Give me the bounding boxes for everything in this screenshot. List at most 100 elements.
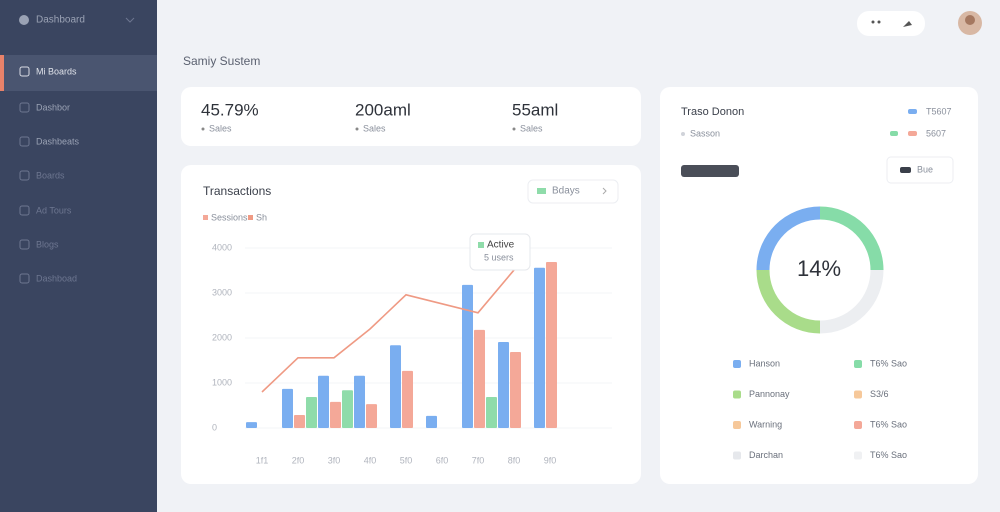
y-tick-label: 1000 [212, 377, 232, 387]
nav-item[interactable]: Ad Tours [36, 205, 72, 215]
filter-swatch [537, 188, 546, 194]
legend-label: Sh [256, 212, 267, 222]
legend-swatch [908, 109, 917, 114]
legend-label: Sessions [211, 212, 248, 222]
x-tick-label: 5f0 [400, 455, 413, 465]
stat-value: 45.79% [201, 100, 259, 119]
x-tick-label: 3f0 [328, 455, 341, 465]
dot [681, 132, 685, 136]
bar [306, 396, 317, 428]
nav-icon [19, 102, 30, 113]
nav-item[interactable]: Dashboad [36, 273, 77, 283]
donut-segment [756, 206, 821, 271]
bar [510, 351, 521, 428]
bar [330, 401, 341, 428]
nav-icon [19, 273, 30, 284]
stat-dot [355, 127, 359, 131]
bar [498, 342, 509, 428]
logo [19, 15, 29, 25]
tooltip-title: Active [487, 240, 515, 251]
donut-segment [819, 269, 884, 334]
legend-label: Darchan [749, 450, 783, 460]
active-accent [0, 55, 4, 91]
legend-label: T6% Sao [870, 358, 907, 368]
nav-item[interactable]: Boards [36, 170, 65, 180]
nav-icon [19, 205, 30, 216]
donut-chart: Hanson T6% Sao Pannonay S3/6 Warning T6% Sao D… [733, 206, 907, 460]
segment-control[interactable] [681, 165, 739, 177]
x-tick-label: 2f0 [292, 455, 305, 465]
legend-label: Hanson [749, 358, 780, 368]
nav-icon [19, 170, 30, 181]
top-right-label: T5607 [926, 106, 952, 116]
bar [342, 390, 353, 428]
stat-dot [201, 127, 205, 131]
sub-right-label: 5607 [926, 128, 946, 138]
chart-card [181, 165, 641, 484]
active-item-bg [0, 55, 157, 91]
traffic-title: Traso Donon [681, 106, 744, 118]
bar [426, 415, 437, 428]
stat-value: 55aml [512, 100, 558, 119]
legend-label: T6% Sao [870, 450, 907, 460]
bar [546, 261, 557, 428]
y-tick-label: 4000 [212, 242, 232, 252]
legend-label: Warning [749, 419, 782, 429]
legend-label: T6% Sao [870, 419, 907, 429]
bar-chart: 0 1000 2000 3000 4000 1f1 2f0 3f0 4f0 5f0 6f0 7f0 8f… [203, 212, 612, 465]
bar [282, 388, 293, 428]
legend-swatch [733, 360, 741, 368]
legend-swatch [248, 215, 253, 220]
line [261, 269, 515, 393]
dropdown-label: Bue [917, 164, 933, 174]
dropdown[interactable] [886, 156, 954, 184]
legend-label: S3/6 [870, 389, 889, 399]
tooltip [469, 233, 531, 271]
donut-segment [819, 206, 884, 271]
stat-label: Sales [363, 123, 386, 133]
nav-icon [19, 239, 30, 250]
bar [354, 375, 365, 428]
traffic-subtitle: Sasson [690, 128, 720, 138]
page-title: Samiy Sustem [183, 54, 260, 68]
nav-icon [19, 136, 30, 147]
filter-label: Bdays [552, 186, 580, 197]
y-tick-label: 0 [212, 422, 217, 432]
traffic-card [660, 87, 978, 484]
bell-icon [903, 21, 912, 27]
bar [246, 422, 257, 428]
bar [318, 375, 329, 428]
stat-label: Sales [520, 123, 543, 133]
nav-icon [19, 66, 30, 77]
icon-dot [877, 20, 881, 24]
brand: Dashboard [36, 15, 85, 26]
y-tick-label: 2000 [212, 332, 232, 342]
chart-title: Transactions [203, 184, 271, 198]
chevron [602, 187, 607, 195]
tooltip-sub: 5 users [484, 252, 514, 262]
icon-dot [871, 20, 875, 24]
bar [534, 267, 545, 428]
x-tick-label: 6f0 [436, 455, 449, 465]
legend-swatch [733, 451, 741, 460]
legend-swatch [854, 360, 862, 368]
x-tick-label: 8f0 [508, 455, 521, 465]
sidebar-items: Mi Boards Dashbor Dashbeats Boards Ad Tours B… [19, 66, 80, 284]
bar [390, 345, 401, 428]
bar [462, 284, 473, 428]
topbar-pill[interactable] [857, 11, 925, 36]
x-tick-label: 1f1 [256, 455, 269, 465]
nav-item[interactable]: Dashbeats [36, 136, 80, 146]
bar [474, 329, 485, 428]
legend-swatch [854, 390, 862, 399]
nav-item[interactable]: Mi Boards [36, 66, 77, 76]
legend-swatch [733, 421, 741, 429]
y-tick-label: 3000 [212, 287, 232, 297]
stat-label: Sales [209, 123, 232, 133]
nav-item[interactable]: Blogs [36, 239, 59, 249]
bar [402, 370, 413, 428]
filter-button[interactable] [527, 179, 619, 204]
nav-item[interactable]: Dashbor [36, 102, 70, 112]
stats: 45.79% Sales 200aml Sales 55aml Sales [201, 100, 558, 133]
bar [366, 404, 377, 428]
